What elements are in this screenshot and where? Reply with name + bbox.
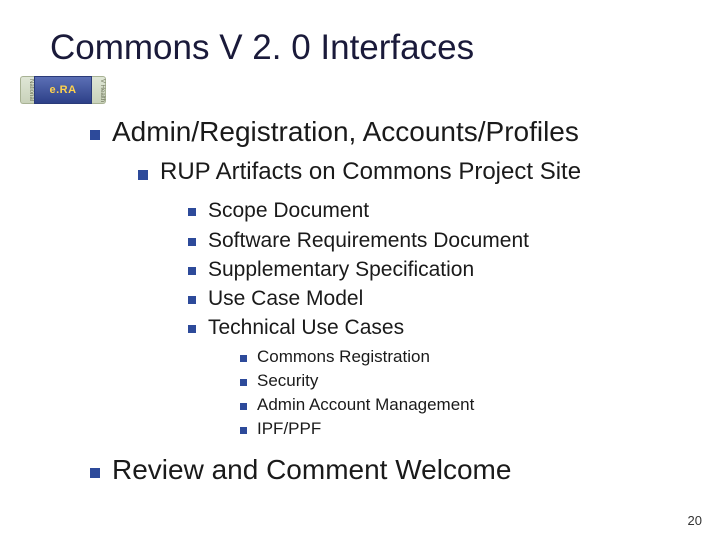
bullet-square-icon [240, 379, 247, 386]
bullet-text: Security [257, 370, 318, 393]
bullet-level1: Review and Comment Welcome [90, 452, 680, 487]
bullet-text: Technical Use Cases [208, 314, 404, 341]
bullet-level3: Technical Use Cases [188, 314, 680, 341]
bullet-square-icon [90, 130, 100, 140]
bullet-level4: Security [240, 370, 680, 393]
bullet-square-icon [188, 325, 196, 333]
bullet-text: Admin/Registration, Accounts/Profiles [112, 114, 579, 149]
bullet-square-icon [188, 296, 196, 304]
logo-text: e.RA [49, 84, 76, 96]
bullet-level4: Admin Account Management [240, 394, 680, 417]
slide-title: Commons V 2. 0 Interfaces [50, 28, 680, 68]
bullet-square-icon [240, 427, 247, 434]
bullet-level3: Scope Document [188, 197, 680, 224]
bullet-level3: Supplementary Specification [188, 256, 680, 283]
bullet-level4: IPF/PPF [240, 418, 680, 441]
bullet-level1: Admin/Registration, Accounts/Profiles [90, 114, 680, 149]
bullet-text: Commons Registration [257, 346, 430, 369]
logo-tab-left: National [20, 76, 34, 104]
bullet-text: Scope Document [208, 197, 369, 224]
bullet-square-icon [138, 170, 148, 180]
bullet-square-icon [240, 355, 247, 362]
bullet-text: IPF/PPF [257, 418, 321, 441]
bullet-level3: Software Requirements Document [188, 227, 680, 254]
bullet-square-icon [90, 468, 100, 478]
bullet-square-icon [240, 403, 247, 410]
bullet-level2: RUP Artifacts on Commons Project Site [138, 157, 680, 187]
slide: Commons V 2. 0 Interfaces National e.RA … [0, 0, 720, 540]
bullet-square-icon [188, 267, 196, 275]
bullet-level4: Commons Registration [240, 346, 680, 369]
bullet-text: Review and Comment Welcome [112, 452, 511, 487]
logo-tab-right: V Health [92, 76, 106, 104]
bullet-text: Admin Account Management [257, 394, 474, 417]
bullet-text: Use Case Model [208, 285, 363, 312]
bullet-square-icon [188, 208, 196, 216]
bullet-level3: Use Case Model [188, 285, 680, 312]
logo: National e.RA V Health [20, 76, 680, 104]
logo-core: e.RA [34, 76, 92, 104]
bullet-text: Software Requirements Document [208, 227, 529, 254]
bullet-square-icon [188, 238, 196, 246]
bullet-text: Supplementary Specification [208, 256, 474, 283]
page-number: 20 [688, 513, 702, 528]
bullet-text: RUP Artifacts on Commons Project Site [160, 157, 581, 187]
